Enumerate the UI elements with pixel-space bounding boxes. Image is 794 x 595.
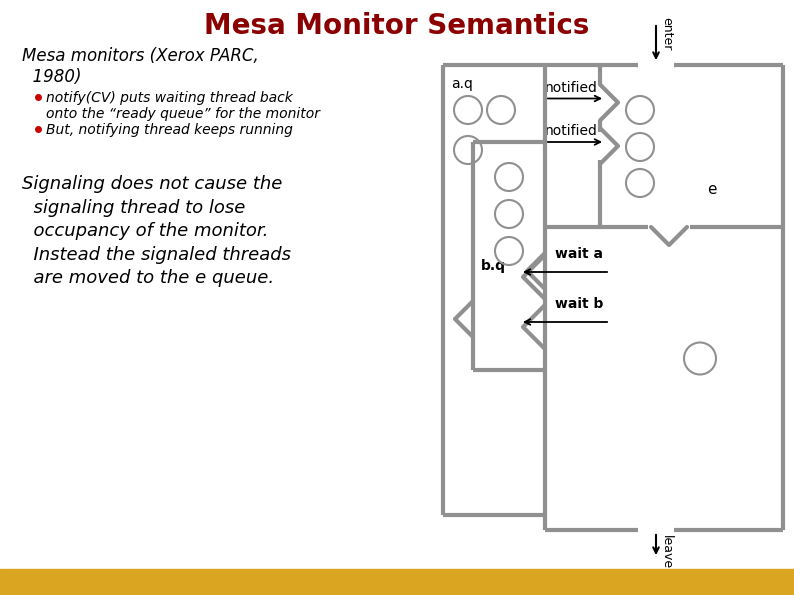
Text: wait b: wait b bbox=[555, 297, 603, 311]
Text: e: e bbox=[707, 182, 716, 197]
Text: leave: leave bbox=[660, 535, 673, 569]
Text: onto the “ready queue” for the monitor: onto the “ready queue” for the monitor bbox=[46, 107, 320, 121]
Text: enter: enter bbox=[660, 17, 673, 51]
Bar bbox=[0, 569, 794, 595]
Text: b.q: b.q bbox=[481, 259, 506, 273]
Text: notify(CV) puts waiting thread back: notify(CV) puts waiting thread back bbox=[46, 91, 293, 105]
Text: Mesa Monitor Semantics: Mesa Monitor Semantics bbox=[204, 12, 590, 40]
Text: a.q: a.q bbox=[451, 77, 473, 90]
Text: notified: notified bbox=[545, 80, 598, 95]
Text: But, notifying thread keeps running: But, notifying thread keeps running bbox=[46, 123, 293, 137]
Text: wait a: wait a bbox=[555, 247, 603, 261]
Text: Mesa monitors (Xerox PARC,
  1980): Mesa monitors (Xerox PARC, 1980) bbox=[22, 47, 259, 86]
Text: notified: notified bbox=[545, 124, 598, 138]
Text: Signaling does not cause the
  signaling thread to lose
  occupancy of the monit: Signaling does not cause the signaling t… bbox=[22, 175, 291, 287]
